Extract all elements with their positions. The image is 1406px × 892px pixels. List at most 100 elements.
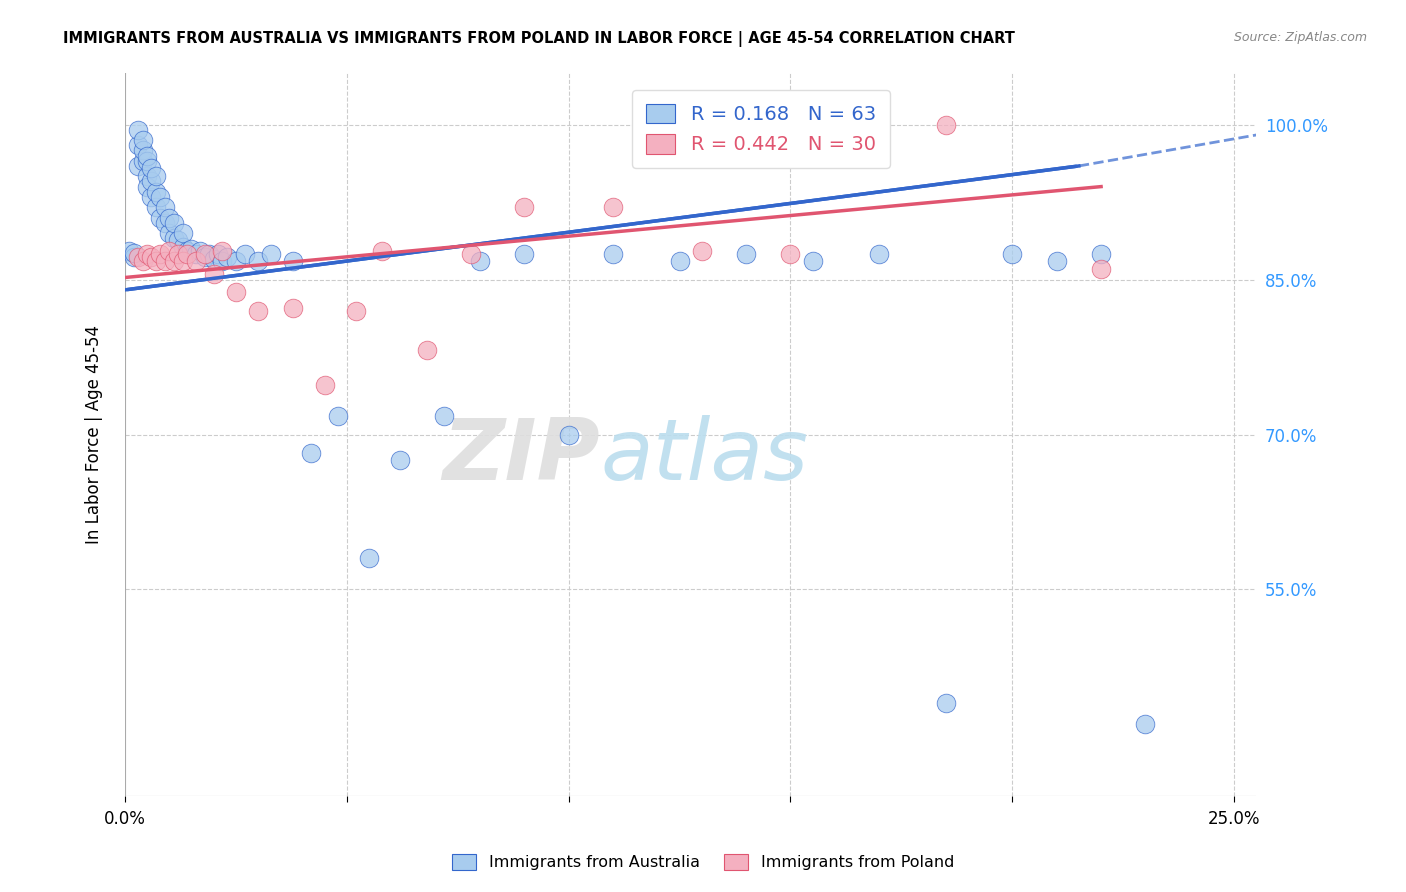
Point xyxy=(557,427,579,442)
Point xyxy=(415,343,437,357)
Point xyxy=(935,118,957,132)
Point xyxy=(668,254,690,268)
Point xyxy=(172,239,194,253)
Point xyxy=(136,246,159,260)
Point xyxy=(1090,246,1112,260)
Point xyxy=(211,244,233,258)
Point xyxy=(357,551,380,566)
Point xyxy=(460,246,482,260)
Legend: Immigrants from Australia, Immigrants from Poland: Immigrants from Australia, Immigrants fr… xyxy=(446,847,960,877)
Point xyxy=(127,123,149,137)
Point xyxy=(162,254,184,268)
Point xyxy=(157,226,180,240)
Point xyxy=(468,254,491,268)
Point xyxy=(935,696,957,710)
Point xyxy=(136,153,159,168)
Point xyxy=(602,200,624,214)
Point xyxy=(690,244,713,258)
Point xyxy=(194,246,217,260)
Point xyxy=(122,245,145,260)
Point xyxy=(326,409,349,423)
Y-axis label: In Labor Force | Age 45-54: In Labor Force | Age 45-54 xyxy=(86,325,103,544)
Point xyxy=(149,190,172,204)
Point xyxy=(127,138,149,153)
Point xyxy=(194,250,217,264)
Point xyxy=(153,200,176,214)
Point xyxy=(1135,716,1157,731)
Point xyxy=(602,246,624,260)
Point xyxy=(314,378,336,392)
Point xyxy=(141,250,163,264)
Point xyxy=(202,252,225,266)
Point xyxy=(131,254,153,268)
Point xyxy=(868,246,890,260)
Point xyxy=(127,250,149,264)
Point xyxy=(136,148,159,162)
Point xyxy=(233,246,256,260)
Point xyxy=(180,242,202,256)
Point xyxy=(188,244,211,258)
Point xyxy=(172,226,194,240)
Point xyxy=(141,174,163,188)
Text: IMMIGRANTS FROM AUSTRALIA VS IMMIGRANTS FROM POLAND IN LABOR FORCE | AGE 45-54 C: IMMIGRANTS FROM AUSTRALIA VS IMMIGRANTS … xyxy=(63,31,1015,47)
Point xyxy=(202,268,225,282)
Point xyxy=(131,144,153,158)
Point xyxy=(1090,262,1112,277)
Point xyxy=(122,250,145,264)
Point xyxy=(225,285,247,299)
Point xyxy=(184,254,207,268)
Point xyxy=(153,216,176,230)
Point xyxy=(735,246,758,260)
Point xyxy=(215,250,238,264)
Point xyxy=(162,216,184,230)
Point xyxy=(153,254,176,268)
Point xyxy=(131,133,153,147)
Point xyxy=(283,301,305,316)
Point xyxy=(1001,246,1024,260)
Point xyxy=(131,153,153,168)
Point xyxy=(149,246,172,260)
Point xyxy=(225,254,247,268)
Point xyxy=(162,231,184,245)
Text: Source: ZipAtlas.com: Source: ZipAtlas.com xyxy=(1233,31,1367,45)
Point xyxy=(184,246,207,260)
Point xyxy=(513,200,536,214)
Point xyxy=(388,453,411,467)
Legend: R = 0.168   N = 63, R = 0.442   N = 30: R = 0.168 N = 63, R = 0.442 N = 30 xyxy=(633,90,890,168)
Point xyxy=(433,409,456,423)
Point xyxy=(136,179,159,194)
Point xyxy=(157,244,180,258)
Point xyxy=(157,211,180,225)
Point xyxy=(344,303,367,318)
Point xyxy=(149,211,172,225)
Text: ZIP: ZIP xyxy=(443,415,600,498)
Point xyxy=(801,254,824,268)
Point xyxy=(145,254,167,268)
Point xyxy=(246,254,269,268)
Point xyxy=(513,246,536,260)
Point xyxy=(246,303,269,318)
Point xyxy=(145,185,167,199)
Point xyxy=(779,246,801,260)
Point xyxy=(167,246,190,260)
Point xyxy=(118,244,141,258)
Point xyxy=(1046,254,1069,268)
Point xyxy=(176,244,198,258)
Point xyxy=(141,161,163,175)
Point xyxy=(371,244,394,258)
Point xyxy=(145,169,167,184)
Point xyxy=(167,233,190,247)
Point xyxy=(299,446,322,460)
Point xyxy=(176,246,198,260)
Point xyxy=(283,254,305,268)
Text: atlas: atlas xyxy=(600,415,808,498)
Point xyxy=(141,190,163,204)
Point xyxy=(260,246,283,260)
Point xyxy=(172,254,194,268)
Point xyxy=(127,159,149,173)
Point xyxy=(136,169,159,184)
Point xyxy=(207,246,229,260)
Point xyxy=(145,200,167,214)
Point xyxy=(211,254,233,268)
Point xyxy=(198,246,221,260)
